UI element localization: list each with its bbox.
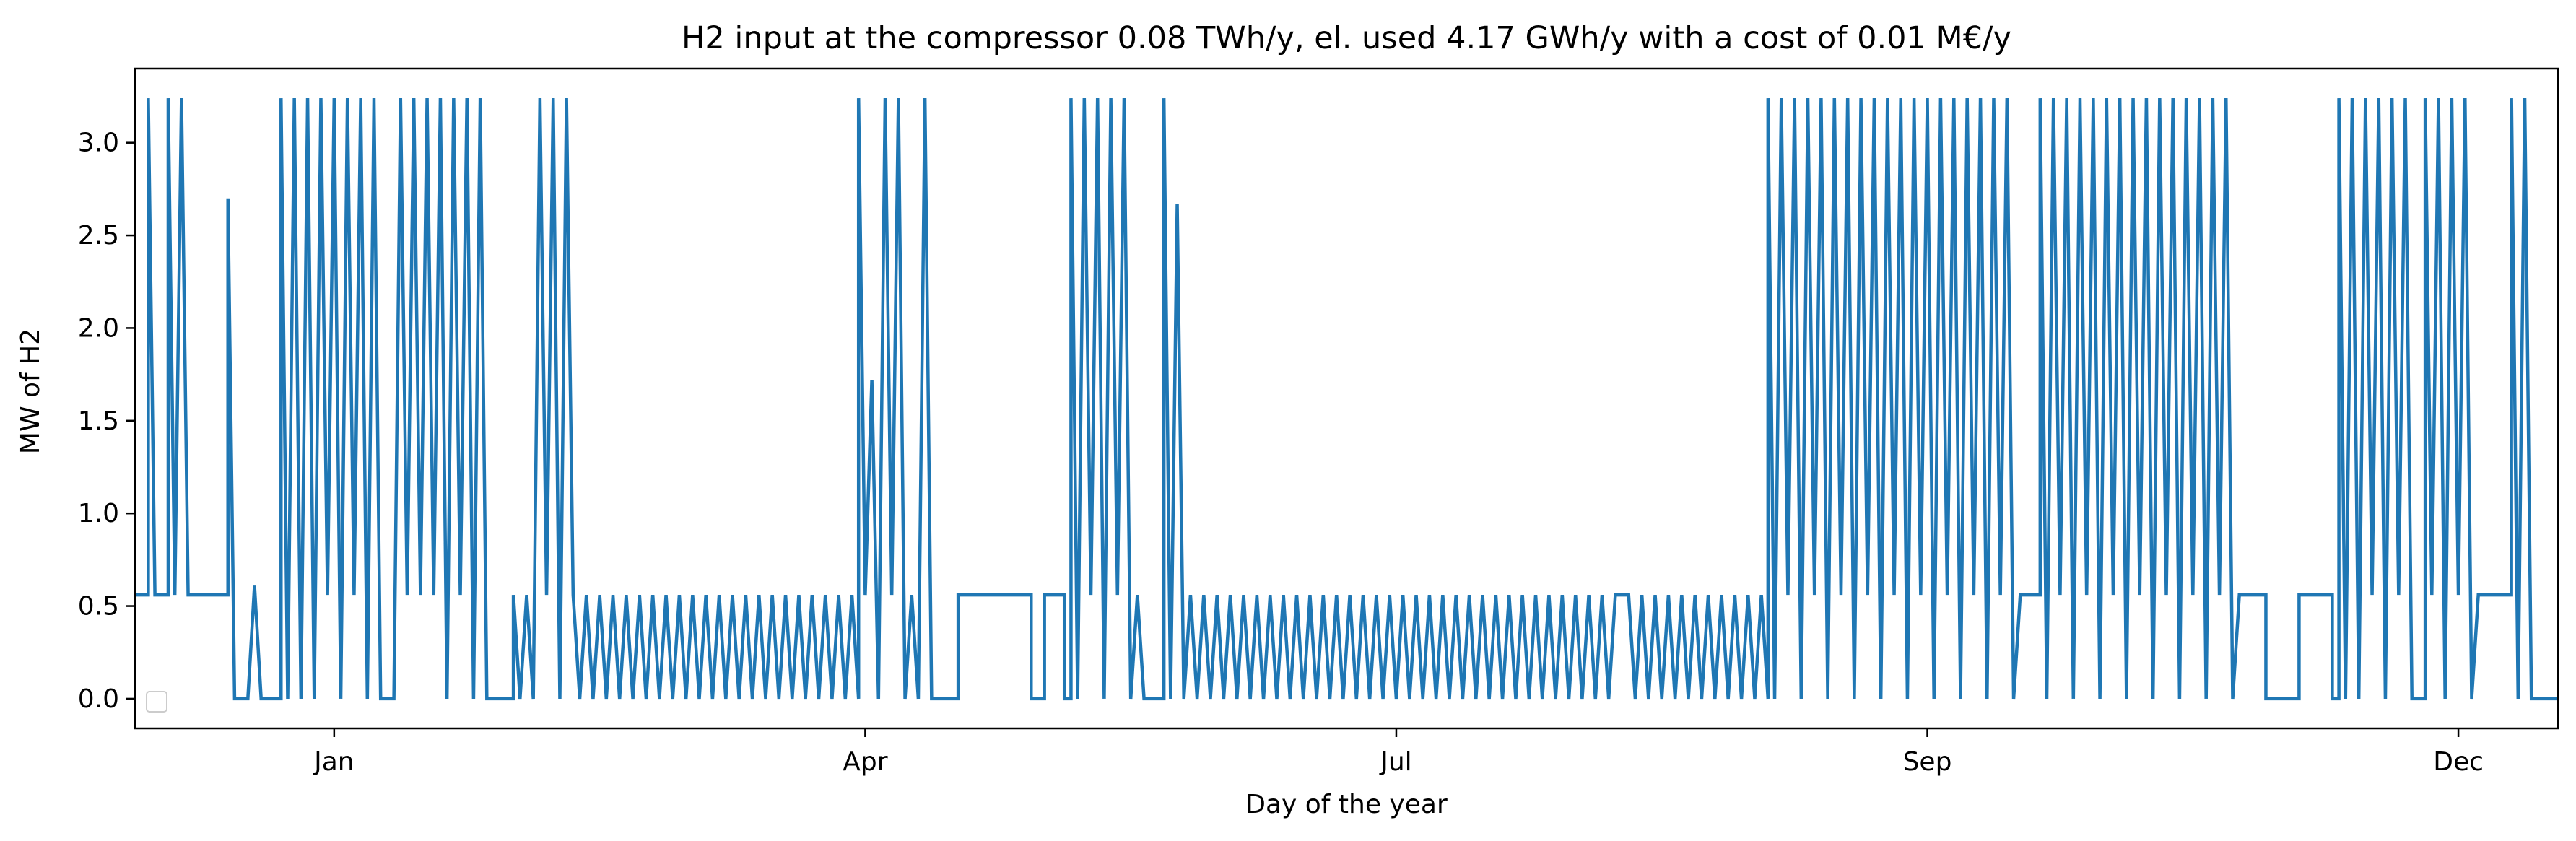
legend-box: [146, 691, 167, 713]
series-line-h2-input: [135, 98, 2558, 701]
x-tick-label: Dec: [2433, 747, 2484, 777]
x-tick-label: Jan: [313, 747, 354, 777]
x-tick-label: Apr: [843, 747, 887, 777]
y-tick-label: 2.0: [78, 313, 119, 343]
y-tick-label: 1.5: [78, 406, 119, 436]
y-tick-label: 3.0: [78, 128, 119, 158]
x-tick-label: Jul: [1379, 747, 1411, 777]
chart-title: H2 input at the compressor 0.08 TWh/y, e…: [682, 20, 2011, 56]
plot-area-frame: [134, 67, 2559, 730]
y-tick-label: 2.5: [78, 221, 119, 250]
axis-ticks-layer: 0.0 0.5 1.0 1.5 2.0 2.5 3.0 Jan Apr Jul Sep Dec: [78, 128, 2484, 777]
y-tick-label: 0.0: [78, 684, 119, 714]
x-axis-label: Day of the year: [1245, 790, 1448, 819]
y-axis-label: MW of H2: [16, 328, 45, 454]
y-tick-label: 1.0: [78, 499, 119, 528]
x-tick-label: Sep: [1903, 747, 1952, 777]
y-tick-label: 0.5: [78, 592, 119, 622]
